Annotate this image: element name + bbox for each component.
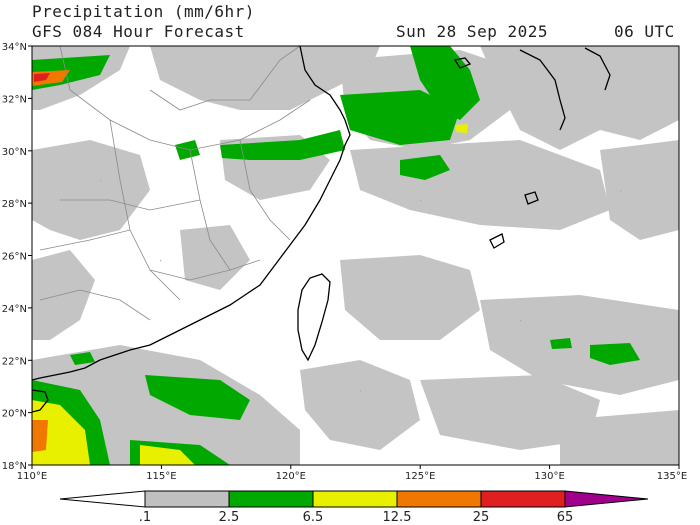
lat-label: 20°N [2,409,27,420]
forecast-time: 06 UTC [614,22,675,41]
lat-label: 32°N [2,94,27,105]
lat-label: 24°N [2,304,27,315]
colorbar-segment [312,490,398,508]
colorbar-segment-highest [564,490,649,508]
map-subtitle: GFS 084 Hour Forecast [32,22,245,41]
lat-label: 26°N [2,252,27,263]
lon-label: 135°E [657,471,687,482]
province-boundaries [39,46,311,321]
lon-label: 120°E [276,471,306,482]
colorbar-label: 25 [473,510,490,525]
field-stipple [100,180,622,392]
precip-light-areas [32,46,679,465]
longitude-axis: 110°E 115°E 120°E 125°E 130°E 135°E [17,465,687,482]
colorbar-segment [144,490,230,508]
map-title: Precipitation (mm/6hr) [32,2,255,21]
colorbar-segment [396,490,482,508]
colorbar-segment [228,490,314,508]
lat-label: 34°N [2,42,27,53]
colorbar-segment [480,490,566,508]
latitude-axis: 34°N 32°N 30°N 28°N 26°N 24°N 22°N 20°N … [2,42,32,472]
colorbar-label: 65 [557,510,574,525]
colorbar-label: 6.5 [303,510,324,525]
lat-label: 22°N [2,356,27,367]
lat-label: 18°N [2,461,27,472]
precip-intense-areas [32,70,70,452]
lat-label: 30°N [2,147,27,158]
colorbar-segment-lowest [59,490,146,508]
colorbar-label: .1 [139,510,151,525]
precip-moderate-areas [32,46,640,465]
lon-label: 110°E [17,471,47,482]
lon-label: 130°E [534,471,564,482]
lon-label: 115°E [146,471,176,482]
coastlines [32,46,611,413]
forecast-date: Sun 28 Sep 2025 [396,22,548,41]
precip-heavy-areas [32,124,468,465]
colorbar: .1 2.5 6.5 12.5 25 65 [59,490,649,525]
lat-label: 28°N [2,199,27,210]
colorbar-label: 2.5 [219,510,240,525]
colorbar-label: 12.5 [383,510,412,525]
lon-label: 125°E [405,471,435,482]
map-plot-area [32,46,679,465]
